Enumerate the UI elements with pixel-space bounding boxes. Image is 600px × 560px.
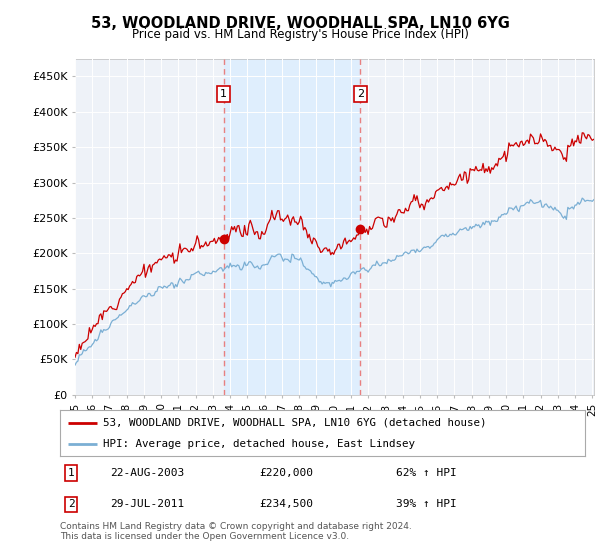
Text: 53, WOODLAND DRIVE, WOODHALL SPA, LN10 6YG (detached house): 53, WOODLAND DRIVE, WOODHALL SPA, LN10 6… [103,418,487,428]
Text: 53, WOODLAND DRIVE, WOODHALL SPA, LN10 6YG: 53, WOODLAND DRIVE, WOODHALL SPA, LN10 6… [91,16,509,31]
Text: Price paid vs. HM Land Registry's House Price Index (HPI): Price paid vs. HM Land Registry's House … [131,28,469,41]
Text: 2: 2 [68,500,74,510]
Text: 2: 2 [357,89,364,99]
Text: 29-JUL-2011: 29-JUL-2011 [110,500,184,510]
Text: 22-AUG-2003: 22-AUG-2003 [110,468,184,478]
Text: £234,500: £234,500 [260,500,314,510]
Text: £220,000: £220,000 [260,468,314,478]
Text: HPI: Average price, detached house, East Lindsey: HPI: Average price, detached house, East… [103,439,415,449]
Text: 1: 1 [220,89,227,99]
Text: 39% ↑ HPI: 39% ↑ HPI [396,500,457,510]
Text: 62% ↑ HPI: 62% ↑ HPI [396,468,457,478]
Bar [224,59,361,395]
Text: Contains HM Land Registry data © Crown copyright and database right 2024.
This d: Contains HM Land Registry data © Crown c… [60,522,412,542]
Text: 1: 1 [68,468,74,478]
